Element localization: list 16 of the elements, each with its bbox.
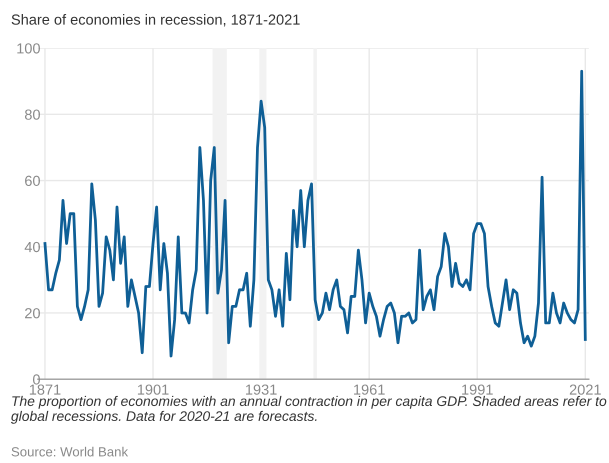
y-tick-label: 60 — [25, 176, 40, 186]
x-tick-label: 1871 — [30, 384, 60, 395]
x-tick-label: 1931 — [246, 384, 277, 395]
text: The proportion of economies with an annual contraction in per capita GDP. Shaded areas refer to global recessions. Data for 2020-21 are forecasts. — [10, 396, 606, 424]
source-note: Source: World Bank — [12, 446, 128, 456]
y-tick-label: 20 — [25, 308, 40, 318]
chart-title: Share of economies in recession, 1871-2021 — [12, 14, 300, 26]
y-tick-label: 100 — [17, 43, 40, 54]
y-tick-label: 0 — [32, 374, 40, 385]
y-tick-label: 40 — [24, 242, 40, 252]
x-tick-label: 1901 — [138, 384, 169, 395]
x-tick-label: 1961 — [354, 384, 385, 395]
x-tick-label: 2021 — [570, 384, 601, 395]
x-tick-label: 1991 — [462, 384, 493, 395]
line-series — [44, 70, 587, 358]
y-tick-label: 80 — [24, 109, 40, 120]
